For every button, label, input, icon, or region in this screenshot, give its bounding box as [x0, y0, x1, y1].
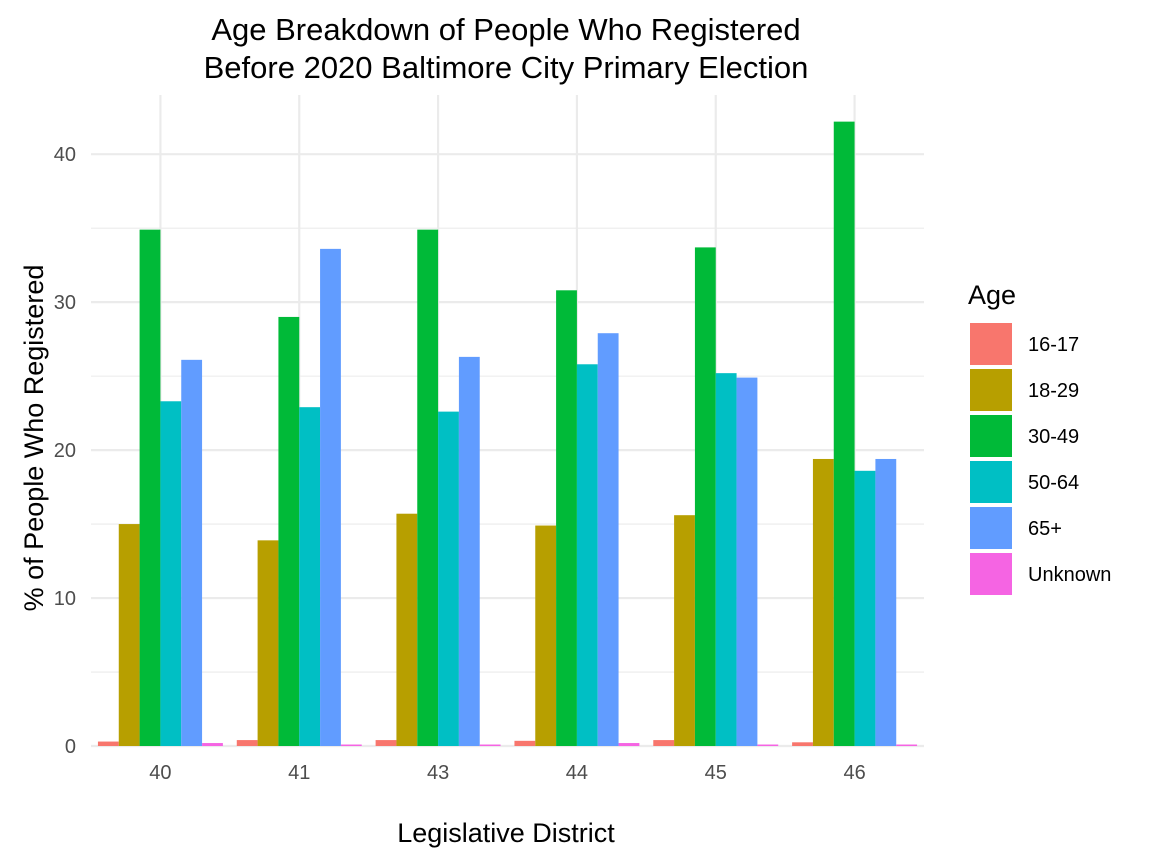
- x-axis-ticks: 40 41 43 44 45 46: [149, 762, 865, 784]
- x-tick-label: 45: [705, 762, 727, 784]
- bar-43-16-17: [375, 740, 397, 746]
- bar-46-50-64: [854, 470, 876, 746]
- bar-43-30-49: [417, 229, 439, 746]
- bar-44-30-49: [556, 290, 577, 746]
- bar-44-18-29: [535, 525, 557, 746]
- bar-41-18-29: [257, 540, 279, 746]
- legend-key: [970, 461, 1012, 503]
- legend-title: Age: [968, 280, 1016, 310]
- bar-45-65+: [736, 377, 758, 746]
- legend-key: [970, 415, 1012, 457]
- bar-44-50-64: [576, 364, 598, 746]
- bar-45-16-17: [653, 740, 675, 746]
- legend-label: 50-64: [1028, 472, 1079, 494]
- bar-40-30-49: [139, 229, 161, 746]
- bars: [97, 121, 918, 746]
- bar-40-Unknown: [202, 743, 223, 746]
- bar-41-Unknown: [340, 744, 362, 746]
- y-tick-label: 10: [54, 588, 76, 610]
- legend-label: 65+: [1028, 518, 1062, 540]
- bar-41-65+: [320, 248, 341, 746]
- y-axis-ticks: 0 10 20 30 40: [54, 144, 76, 758]
- legend-label: 16-17: [1028, 334, 1079, 356]
- bar-43-18-29: [396, 513, 418, 746]
- bar-45-18-29: [674, 515, 695, 746]
- x-axis-title: Legislative District: [397, 818, 615, 848]
- chart-title-group: Age Breakdown of People Who Registered B…: [204, 12, 809, 85]
- x-tick-label: 44: [566, 762, 588, 784]
- x-tick-label: 40: [149, 762, 171, 784]
- bar-41-50-64: [299, 407, 321, 746]
- bar-45-50-64: [715, 373, 737, 746]
- legend-key: [970, 553, 1012, 595]
- legend-key: [970, 323, 1012, 365]
- x-tick-label: 46: [843, 762, 865, 784]
- y-axis-title: % of People Who Registered: [19, 265, 49, 612]
- bar-41-30-49: [278, 316, 300, 746]
- legend-label: Unknown: [1028, 564, 1111, 586]
- bar-43-Unknown: [479, 744, 501, 746]
- grid: [91, 95, 924, 748]
- y-tick-label: 0: [65, 736, 76, 758]
- bar-43-65+: [458, 356, 480, 746]
- bar-45-Unknown: [757, 744, 779, 746]
- bar-43-50-64: [438, 411, 459, 746]
- bar-40-16-17: [97, 741, 119, 746]
- bar-46-16-17: [792, 742, 813, 746]
- legend-label: 18-29: [1028, 380, 1079, 402]
- bar-40-50-64: [160, 401, 182, 746]
- bar-44-65+: [597, 333, 619, 746]
- x-tick-label: 41: [288, 762, 310, 784]
- legend-label: 30-49: [1028, 426, 1079, 448]
- bar-40-65+: [181, 359, 203, 746]
- chart-title: Age Breakdown of People Who Registered: [211, 12, 800, 47]
- bar-45-30-49: [694, 247, 716, 746]
- bar-46-18-29: [812, 458, 834, 746]
- y-tick-label: 20: [54, 440, 76, 462]
- bar-41-16-17: [236, 740, 258, 746]
- legend-key: [970, 507, 1012, 549]
- y-tick-label: 40: [54, 144, 76, 166]
- legend-key: [970, 369, 1012, 411]
- bar-44-16-17: [514, 740, 536, 746]
- bar-40-18-29: [118, 524, 140, 746]
- bar-46-Unknown: [896, 744, 918, 746]
- x-tick-label: 43: [427, 762, 449, 784]
- chart-subtitle: Before 2020 Baltimore City Primary Elect…: [204, 50, 809, 85]
- bar-44-Unknown: [618, 743, 640, 746]
- y-tick-label: 30: [54, 292, 76, 314]
- bar-46-30-49: [833, 121, 855, 746]
- bar-46-65+: [875, 458, 897, 746]
- legend: Age 16-17 18-29 30-49 50-64 65+ Unknown: [968, 280, 1111, 595]
